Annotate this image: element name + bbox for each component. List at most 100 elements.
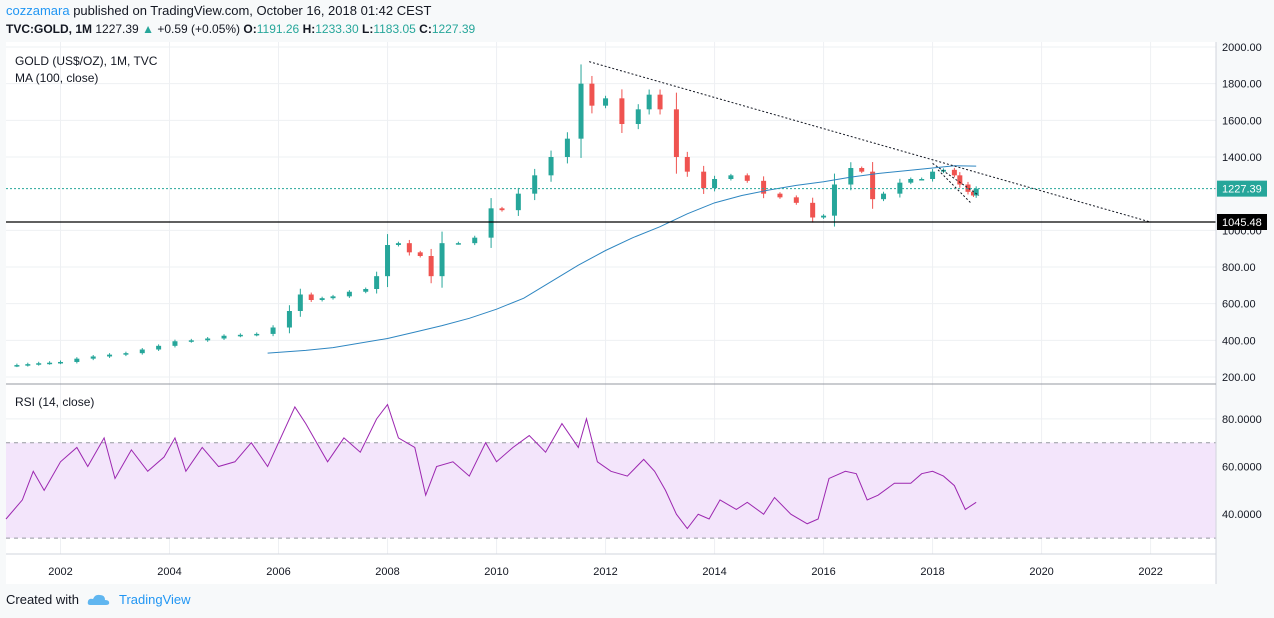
price-axis[interactable]: 2000.001800.001600.001400.001000.00800.0… bbox=[1222, 42, 1262, 384]
candle-body bbox=[777, 193, 783, 198]
time-tick-label: 2008 bbox=[375, 566, 399, 578]
author-link[interactable]: cozzamara bbox=[6, 3, 70, 18]
candle-body bbox=[488, 208, 494, 238]
candle-body bbox=[728, 175, 734, 179]
candle-body bbox=[221, 335, 227, 339]
price-tick-label: 200.00 bbox=[1222, 372, 1256, 384]
candle-body bbox=[848, 168, 854, 185]
candle-body bbox=[417, 252, 423, 256]
candle-body bbox=[385, 245, 391, 277]
candle-body bbox=[965, 184, 971, 192]
candle-body bbox=[908, 179, 914, 183]
candle-body bbox=[973, 188, 979, 196]
price-change: +0.59 (+0.05%) bbox=[157, 22, 241, 36]
support-price-badge-label: 1045.48 bbox=[1222, 217, 1262, 229]
ma-indicator-label: MA (100, close) bbox=[15, 71, 98, 85]
symbol-label: TVC:GOLD, 1M bbox=[6, 22, 92, 36]
candle-body bbox=[821, 215, 827, 218]
candle-body bbox=[107, 354, 113, 357]
candle-body bbox=[188, 340, 194, 342]
low-value: 1183.05 bbox=[373, 22, 416, 36]
candle-body bbox=[25, 364, 31, 366]
time-tick-label: 2010 bbox=[484, 566, 508, 578]
high-label: H: bbox=[302, 22, 316, 36]
candle-body bbox=[673, 109, 679, 157]
footer: Created with TradingView bbox=[6, 592, 191, 607]
tradingview-logo-icon bbox=[87, 594, 110, 605]
time-tick-label: 2004 bbox=[157, 566, 181, 578]
candle-body bbox=[970, 191, 976, 196]
candle-body bbox=[47, 362, 53, 365]
candle-body bbox=[254, 333, 260, 336]
price-badges: 1227.39 1045.48 bbox=[1217, 180, 1267, 230]
candle-body bbox=[859, 168, 865, 172]
time-tick-label: 2006 bbox=[266, 566, 290, 578]
candle-body bbox=[761, 180, 767, 194]
candle-body bbox=[635, 109, 641, 124]
price-tick-label: 800.00 bbox=[1222, 262, 1256, 274]
candle-body bbox=[297, 294, 303, 311]
candle-body bbox=[90, 356, 96, 359]
time-tick-label: 2016 bbox=[811, 566, 835, 578]
rsi-line bbox=[5, 403, 977, 530]
rsi-tick-label: 60.0000 bbox=[1222, 462, 1262, 474]
close-label: C: bbox=[419, 22, 432, 36]
close-value: 1227.39 bbox=[431, 22, 476, 36]
price-tick-label: 1600.00 bbox=[1222, 115, 1262, 127]
time-tick-label: 2022 bbox=[1138, 566, 1162, 578]
candle-body bbox=[515, 193, 521, 211]
time-tick-label: 2014 bbox=[702, 566, 726, 578]
candle-body bbox=[270, 327, 276, 334]
last-price-badge bbox=[1217, 180, 1267, 197]
published-text: published on TradingView.com, October 16… bbox=[73, 3, 432, 18]
candle-body bbox=[532, 175, 538, 194]
candle-body bbox=[870, 171, 876, 200]
created-with-label: Created with bbox=[6, 592, 79, 607]
rsi-indicator-label: RSI (14, close) bbox=[15, 395, 94, 409]
price-tick-label: 600.00 bbox=[1222, 299, 1256, 311]
candle-body bbox=[172, 341, 178, 346]
candle-body bbox=[646, 94, 652, 110]
candle-body bbox=[156, 345, 162, 350]
price-tick-label: 1400.00 bbox=[1222, 152, 1262, 164]
price-tick-label: 1800.00 bbox=[1222, 79, 1262, 91]
tradingview-link[interactable]: TradingView bbox=[118, 592, 191, 607]
candle-body bbox=[123, 353, 129, 355]
time-tick-label: 2012 bbox=[593, 566, 617, 578]
candle-body bbox=[810, 202, 816, 218]
candle-body bbox=[14, 365, 20, 367]
grid-lines bbox=[6, 42, 1216, 554]
last-price-badge-label: 1227.39 bbox=[1222, 184, 1262, 196]
candle-body bbox=[36, 363, 42, 365]
publish-line: cozzamara published on TradingView.com, … bbox=[6, 2, 475, 20]
high-value: 1233.30 bbox=[315, 22, 359, 36]
ohlc-line: TVC:GOLD, 1M 1227.39 ▲ +0.59 (+0.05%) O:… bbox=[6, 20, 475, 38]
candle-body bbox=[406, 243, 412, 253]
low-label: L: bbox=[361, 22, 374, 36]
candle-body bbox=[701, 171, 707, 189]
time-axis[interactable]: 2002 2004 2006 2008 2010 2012 2014 2016 2018 2020… bbox=[48, 566, 1163, 578]
candle-body bbox=[951, 169, 957, 176]
last-price: 1227.39 bbox=[95, 22, 139, 36]
candle-body bbox=[472, 237, 478, 244]
candle-body bbox=[881, 193, 887, 200]
candle-body bbox=[74, 358, 80, 362]
candle-body bbox=[619, 98, 625, 124]
price-tick-label: 2000.00 bbox=[1222, 42, 1262, 54]
rsi-axis[interactable]: 80.0000 60.0000 40.0000 bbox=[1222, 414, 1262, 521]
moving-average-line bbox=[267, 165, 977, 354]
candle-body bbox=[346, 291, 352, 297]
candle-body bbox=[395, 243, 401, 245]
candle-body bbox=[439, 243, 445, 277]
candle-body bbox=[589, 83, 595, 106]
chart-area[interactable]: 2000.001800.001600.001400.001000.00800.0… bbox=[0, 0, 1274, 590]
candle-body bbox=[957, 175, 963, 185]
time-tick-label: 2002 bbox=[48, 566, 72, 578]
candle-body bbox=[744, 175, 750, 181]
rsi-band bbox=[6, 442, 1216, 539]
candle-body bbox=[499, 208, 505, 211]
candle-body bbox=[930, 171, 936, 179]
candle-body bbox=[330, 296, 336, 299]
candle-body bbox=[603, 98, 609, 106]
candle-body bbox=[319, 298, 325, 300]
